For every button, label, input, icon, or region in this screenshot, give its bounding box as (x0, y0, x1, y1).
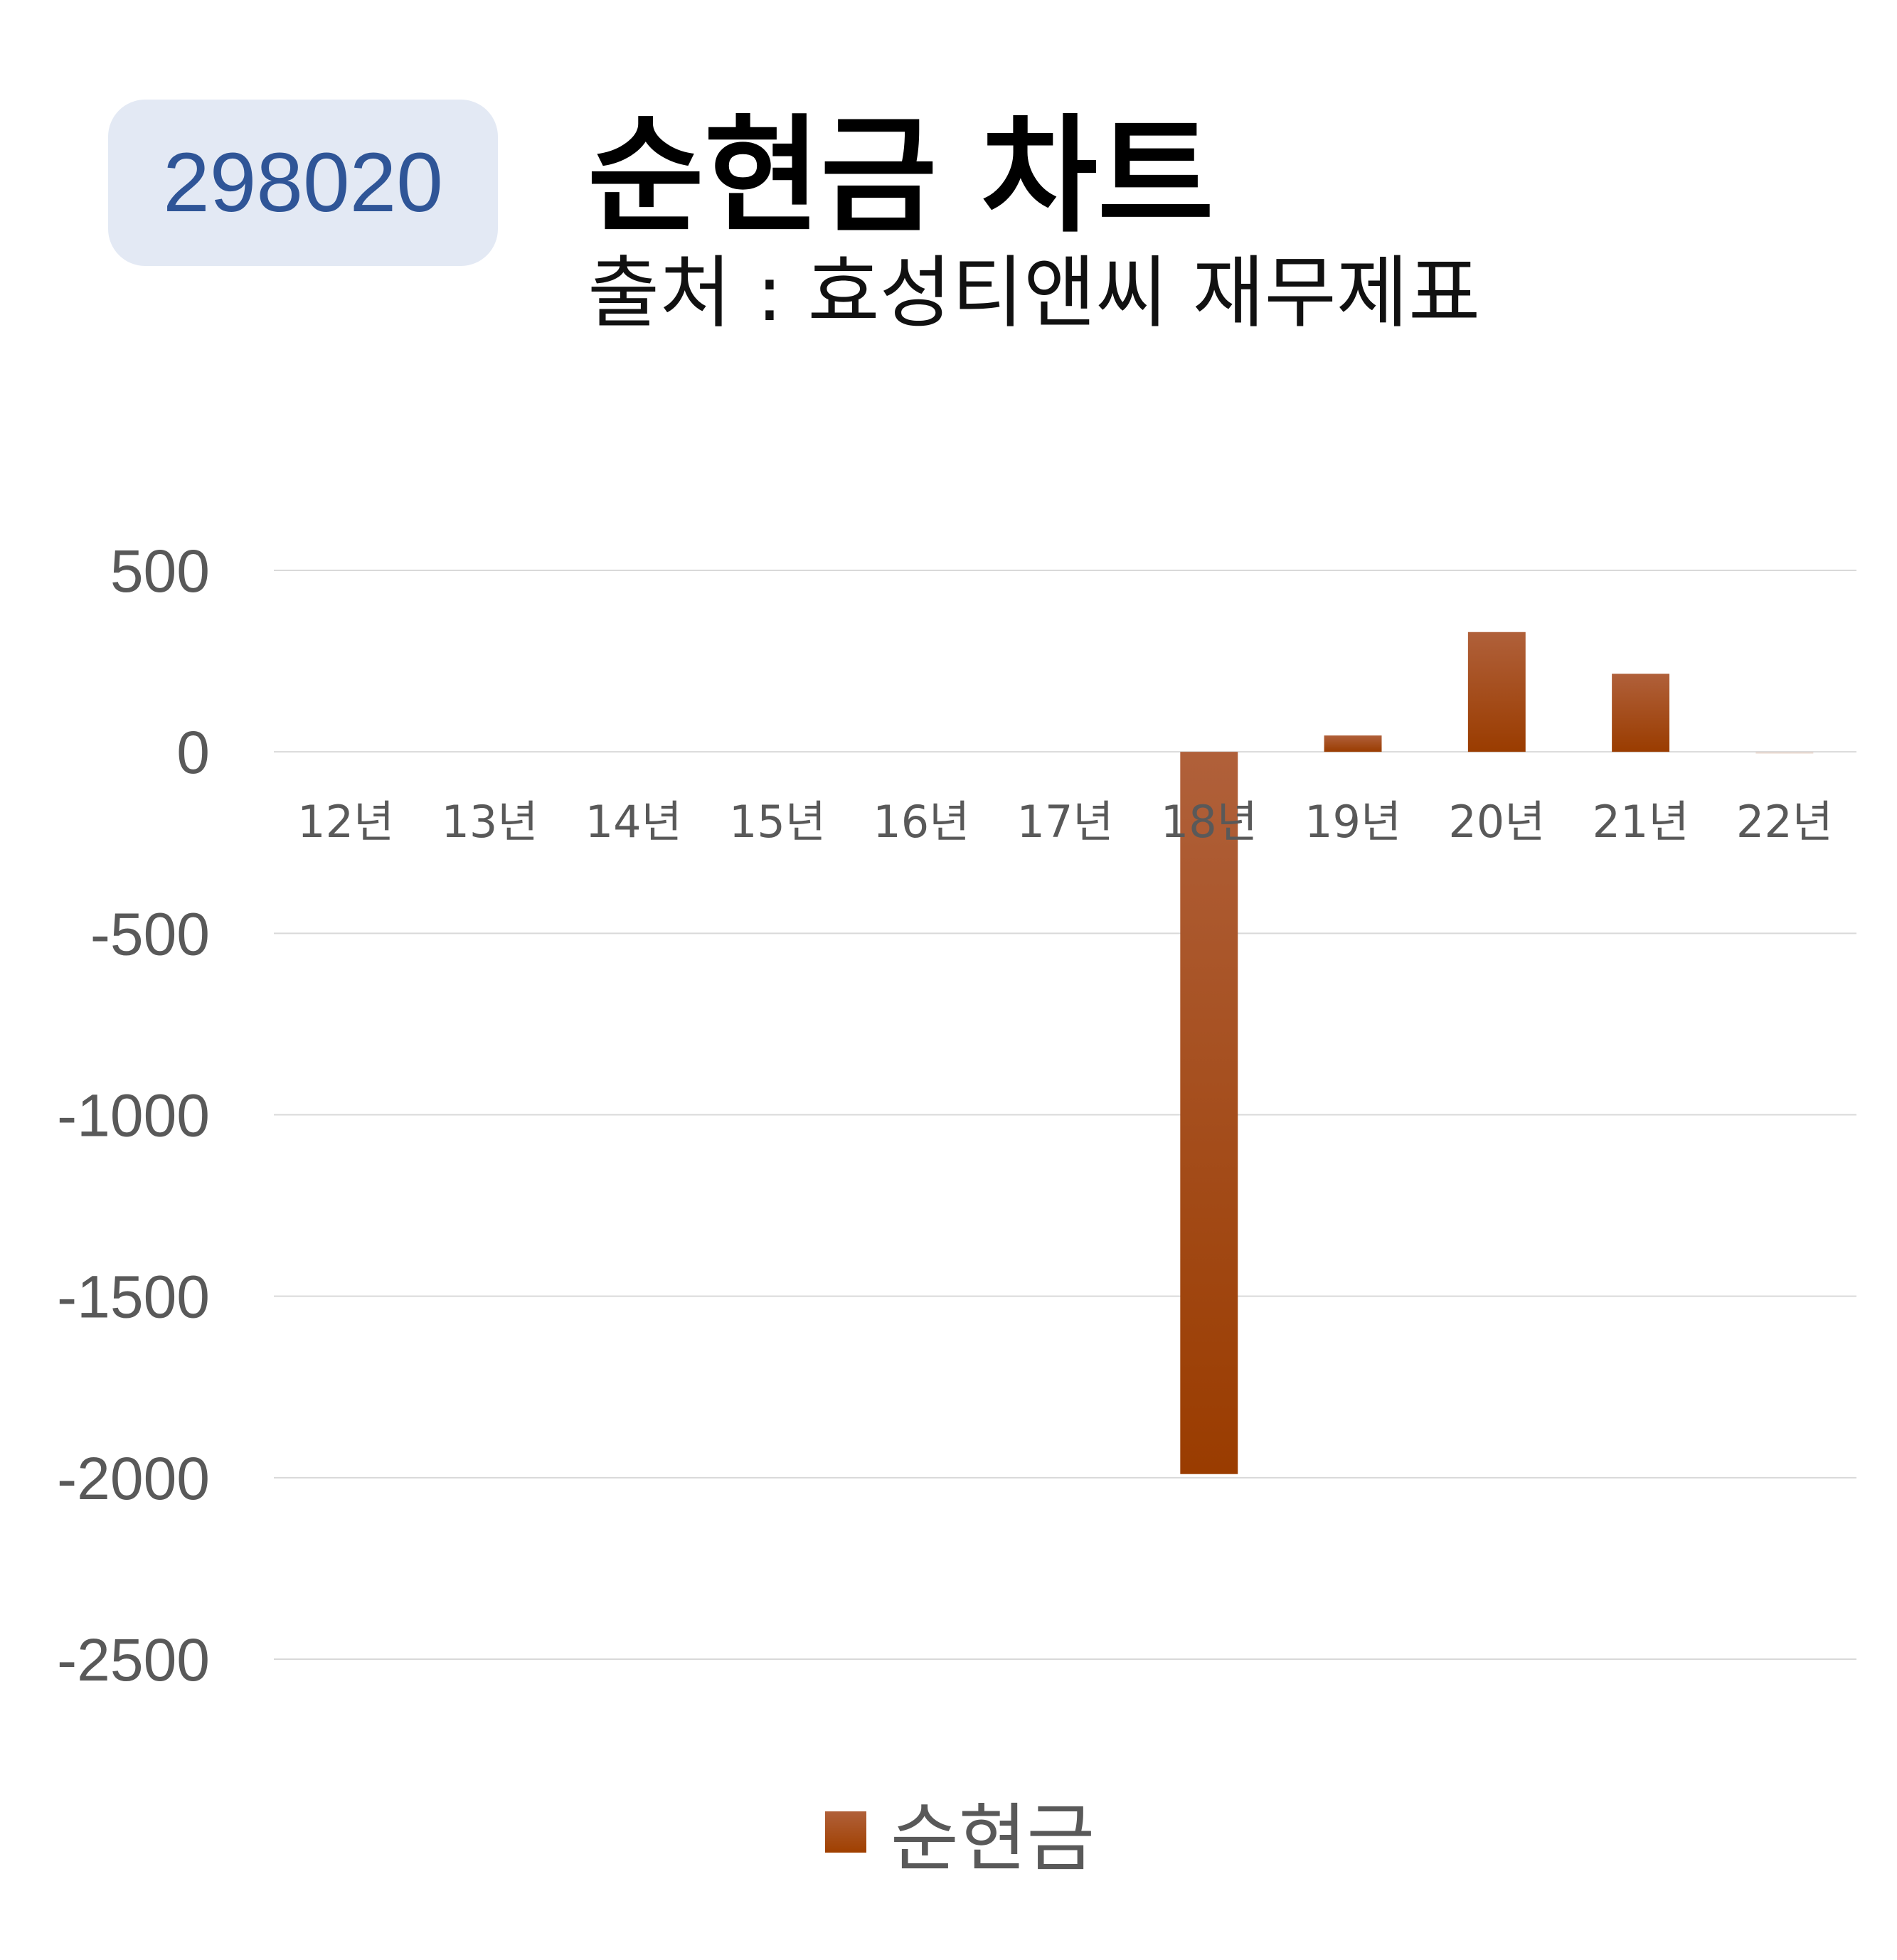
bar-18년 (1180, 752, 1238, 1474)
y-tick-label: -2500 (57, 1626, 210, 1693)
gridlines (274, 570, 1856, 1660)
x-tick-label: 15년 (729, 796, 826, 848)
chart-title: 순현금 차트 (588, 102, 1214, 250)
y-tick-label: -2000 (57, 1445, 210, 1512)
legend-label: 순현금 (891, 1795, 1095, 1882)
bar-22년 (1755, 752, 1814, 754)
x-tick-label: 16년 (873, 796, 969, 848)
stock-code: 298020 (163, 136, 443, 230)
y-tick-label: -1000 (57, 1082, 210, 1149)
x-tick-label: 14년 (585, 796, 682, 848)
x-tick-label: 19년 (1304, 796, 1401, 848)
chart-subtitle: 출처 : 효성티앤씨 재무제표 (588, 247, 1481, 339)
y-tick-label: 500 (110, 538, 210, 604)
y-tick-label: -500 (90, 900, 210, 967)
y-tick-label: -1500 (57, 1264, 210, 1331)
y-tick-label: 0 (176, 719, 210, 786)
x-tick-label: 21년 (1593, 796, 1689, 848)
x-tick-label: 13년 (441, 796, 538, 848)
bar-20년 (1467, 632, 1526, 752)
stock-code-badge: 298020 (108, 100, 498, 266)
bars (1180, 632, 1814, 1474)
x-tick-label: 12년 (297, 796, 394, 848)
x-tick-label: 20년 (1448, 796, 1545, 848)
x-tick-label: 18년 (1161, 796, 1258, 848)
legend-swatch (825, 1811, 866, 1853)
legend: 순현금 (825, 1778, 1095, 1885)
x-axis-ticks: 12년 13년 14년 15년 16년 17년 18년 19년 20년 21년 22년 (297, 796, 1833, 848)
bar-19년 (1324, 735, 1382, 752)
x-tick-label: 22년 (1736, 796, 1833, 848)
y-axis-ticks: 500 0 -500 -1000 -1500 -2000 -2500 (57, 538, 210, 1693)
bar-21년 (1612, 673, 1670, 752)
x-tick-label: 17년 (1017, 796, 1114, 848)
